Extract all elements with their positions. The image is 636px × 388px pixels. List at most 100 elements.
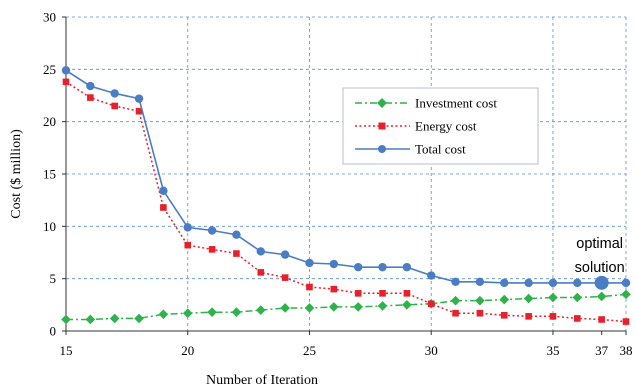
y-axis-label: Cost ($ million) <box>9 129 24 219</box>
point-investment-cost-18 <box>134 313 144 324</box>
point-energy-cost-21 <box>208 246 216 253</box>
x-tick-label-38: 38 <box>620 343 633 358</box>
x-tick-label-25: 25 <box>303 343 316 358</box>
point-energy-cost-31 <box>452 309 459 317</box>
point-investment-cost-37 <box>596 291 607 302</box>
point-investment-cost-17 <box>109 313 120 324</box>
point-energy-cost-24 <box>281 274 289 281</box>
y-tick-label-25: 25 <box>43 62 56 77</box>
point-energy-cost-16 <box>87 94 94 101</box>
x-tick-label-15: 15 <box>60 343 73 358</box>
line-investment-cost <box>66 293 627 321</box>
y-tick-label-20: 20 <box>43 114 56 129</box>
point-energy-cost-33 <box>500 312 508 319</box>
point-total-cost-35 <box>548 278 558 288</box>
legend-box <box>342 87 539 165</box>
series-total-cost <box>61 66 631 290</box>
point-energy-cost-30 <box>427 300 435 308</box>
point-energy-cost-37 <box>598 316 605 323</box>
point-energy-cost-23 <box>257 269 265 276</box>
point-total-cost-33 <box>500 278 509 288</box>
legend-swatch-marker <box>378 122 386 130</box>
point-energy-cost-15 <box>62 78 70 86</box>
point-energy-cost-35 <box>549 313 557 320</box>
point-investment-cost-38 <box>621 289 631 300</box>
annotation-line-1: optimal <box>576 236 623 252</box>
point-investment-cost-34 <box>523 293 534 304</box>
y-tick-label-0: 0 <box>50 324 57 339</box>
point-total-cost-19 <box>159 186 168 195</box>
legend: Investment cost Energy cost Total cost <box>342 87 539 165</box>
point-investment-cost-25 <box>304 303 315 313</box>
point-total-cost-38 <box>621 278 631 288</box>
point-total-cost-36 <box>573 278 582 288</box>
legend-label: Energy cost <box>415 119 477 134</box>
legend-item-energy-cost: Energy cost <box>355 119 477 134</box>
point-investment-cost-24 <box>280 303 290 313</box>
series-investment-cost <box>61 289 631 325</box>
point-total-cost-23 <box>256 247 265 256</box>
point-energy-cost-25 <box>306 283 313 291</box>
tick-labels: 0 5 10 15 20 25 30 15 20 25 30 35 37 38 <box>43 10 633 359</box>
point-energy-cost-38 <box>622 318 630 325</box>
point-investment-cost-29 <box>402 300 412 310</box>
point-investment-cost-15 <box>61 314 71 325</box>
point-investment-cost-32 <box>475 295 485 306</box>
point-energy-cost-32 <box>476 309 484 317</box>
point-total-cost-20 <box>183 223 192 232</box>
x-tick-label-20: 20 <box>181 343 194 358</box>
x-axis-label: Number of Iteration <box>206 373 318 388</box>
point-energy-cost-29 <box>403 290 411 297</box>
annotation: optimal solution <box>575 236 625 276</box>
point-total-cost-30 <box>427 271 436 280</box>
y-tick-label-15: 15 <box>43 167 56 182</box>
point-total-cost-31 <box>451 277 460 287</box>
point-total-cost-32 <box>475 277 485 287</box>
point-investment-cost-19 <box>158 309 169 320</box>
grid <box>66 16 627 331</box>
point-total-cost-27 <box>353 262 363 272</box>
point-total-cost-16 <box>86 81 95 91</box>
point-energy-cost-18 <box>135 107 143 115</box>
point-total-cost-22 <box>232 230 241 239</box>
point-investment-cost-33 <box>499 294 510 305</box>
legend-swatch-marker <box>378 145 386 153</box>
point-energy-cost-19 <box>160 204 167 211</box>
point-investment-cost-20 <box>182 308 193 319</box>
point-total-cost-21 <box>207 226 217 235</box>
legend-item-investment-cost: Investment cost <box>355 96 497 111</box>
point-energy-cost-27 <box>354 290 362 297</box>
point-total-cost-25 <box>305 258 314 268</box>
point-investment-cost-16 <box>85 314 96 325</box>
x-tick-label-30: 30 <box>425 343 438 358</box>
point-energy-cost-20 <box>184 241 192 249</box>
y-tick-label-30: 30 <box>43 10 56 25</box>
point-investment-cost-36 <box>572 292 583 303</box>
point-energy-cost-17 <box>111 102 118 110</box>
point-investment-cost-23 <box>255 305 266 315</box>
point-total-cost-34 <box>524 278 533 288</box>
point-total-cost-24 <box>280 250 290 259</box>
point-energy-cost-26 <box>330 285 338 293</box>
point-investment-cost-22 <box>231 307 242 317</box>
point-energy-cost-22 <box>233 250 240 257</box>
legend-label: Investment cost <box>415 96 497 111</box>
annotation-line-2: solution <box>575 260 625 276</box>
point-total-cost-17 <box>110 89 119 98</box>
x-tick-label-37: 37 <box>595 343 609 358</box>
point-investment-cost-28 <box>377 301 388 311</box>
point-total-cost-15 <box>61 66 71 75</box>
point-investment-cost-31 <box>450 295 461 306</box>
x-tick-label-35: 35 <box>546 343 559 358</box>
point-investment-cost-26 <box>329 302 339 312</box>
point-energy-cost-36 <box>574 315 581 322</box>
point-energy-cost-34 <box>525 313 532 320</box>
legend-swatch-marker <box>377 98 387 108</box>
legend-item-total-cost: Total cost <box>355 142 466 157</box>
point-total-cost-28 <box>378 262 387 272</box>
point-investment-cost-27 <box>353 302 363 312</box>
point-total-cost-26 <box>329 259 339 269</box>
y-tick-label-10: 10 <box>43 219 56 234</box>
point-total-cost-29 <box>402 262 412 272</box>
